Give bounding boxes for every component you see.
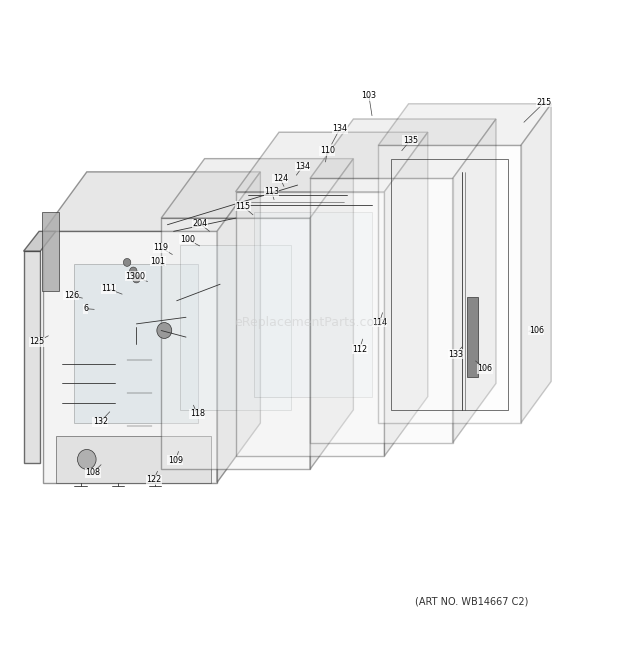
Circle shape	[78, 449, 96, 469]
Polygon shape	[24, 231, 56, 251]
Bar	[467, 297, 478, 377]
Text: 215: 215	[537, 98, 552, 107]
Text: 119: 119	[154, 243, 169, 253]
Text: 135: 135	[403, 136, 418, 145]
Circle shape	[133, 275, 140, 283]
Polygon shape	[310, 119, 496, 178]
Text: 118: 118	[190, 409, 205, 418]
Polygon shape	[43, 231, 217, 483]
Text: 103: 103	[361, 91, 376, 100]
Text: 112: 112	[352, 344, 367, 354]
Circle shape	[123, 258, 131, 266]
Polygon shape	[236, 132, 428, 192]
Text: 132: 132	[93, 417, 108, 426]
Polygon shape	[453, 119, 496, 443]
Text: 113: 113	[264, 187, 279, 196]
Text: 109: 109	[168, 455, 183, 465]
Text: (ART NO. WB14667 C2): (ART NO. WB14667 C2)	[415, 596, 528, 607]
Text: 100: 100	[180, 235, 195, 244]
Polygon shape	[24, 251, 40, 463]
Polygon shape	[310, 178, 453, 443]
Polygon shape	[310, 159, 353, 469]
Text: 111: 111	[101, 284, 116, 293]
Polygon shape	[378, 104, 551, 145]
Text: 101: 101	[151, 256, 166, 266]
Text: 204: 204	[192, 219, 207, 228]
Text: 134: 134	[332, 124, 347, 134]
Text: 122: 122	[146, 475, 161, 485]
Text: 1300: 1300	[125, 272, 145, 281]
Polygon shape	[236, 192, 384, 456]
Polygon shape	[217, 172, 260, 483]
Polygon shape	[180, 245, 291, 410]
Text: 106: 106	[477, 364, 492, 373]
Polygon shape	[521, 104, 551, 423]
Text: 115: 115	[236, 202, 250, 211]
Polygon shape	[378, 145, 521, 423]
Polygon shape	[161, 218, 310, 469]
Text: 114: 114	[372, 318, 387, 327]
Text: 110: 110	[320, 146, 335, 155]
Text: 106: 106	[529, 326, 544, 335]
Polygon shape	[74, 264, 198, 423]
Polygon shape	[43, 172, 260, 231]
Circle shape	[130, 267, 137, 275]
Polygon shape	[254, 212, 372, 397]
Polygon shape	[161, 159, 353, 218]
Text: 125: 125	[30, 337, 45, 346]
Text: 6: 6	[83, 304, 88, 313]
Circle shape	[157, 323, 172, 338]
Text: eReplacementParts.com: eReplacementParts.com	[234, 316, 386, 329]
Text: 108: 108	[86, 468, 100, 477]
Text: 133: 133	[448, 350, 463, 359]
Text: 134: 134	[295, 162, 310, 171]
Polygon shape	[42, 212, 59, 291]
Text: 126: 126	[64, 291, 79, 300]
Text: 124: 124	[273, 174, 288, 183]
Polygon shape	[56, 436, 211, 483]
Polygon shape	[384, 132, 428, 456]
